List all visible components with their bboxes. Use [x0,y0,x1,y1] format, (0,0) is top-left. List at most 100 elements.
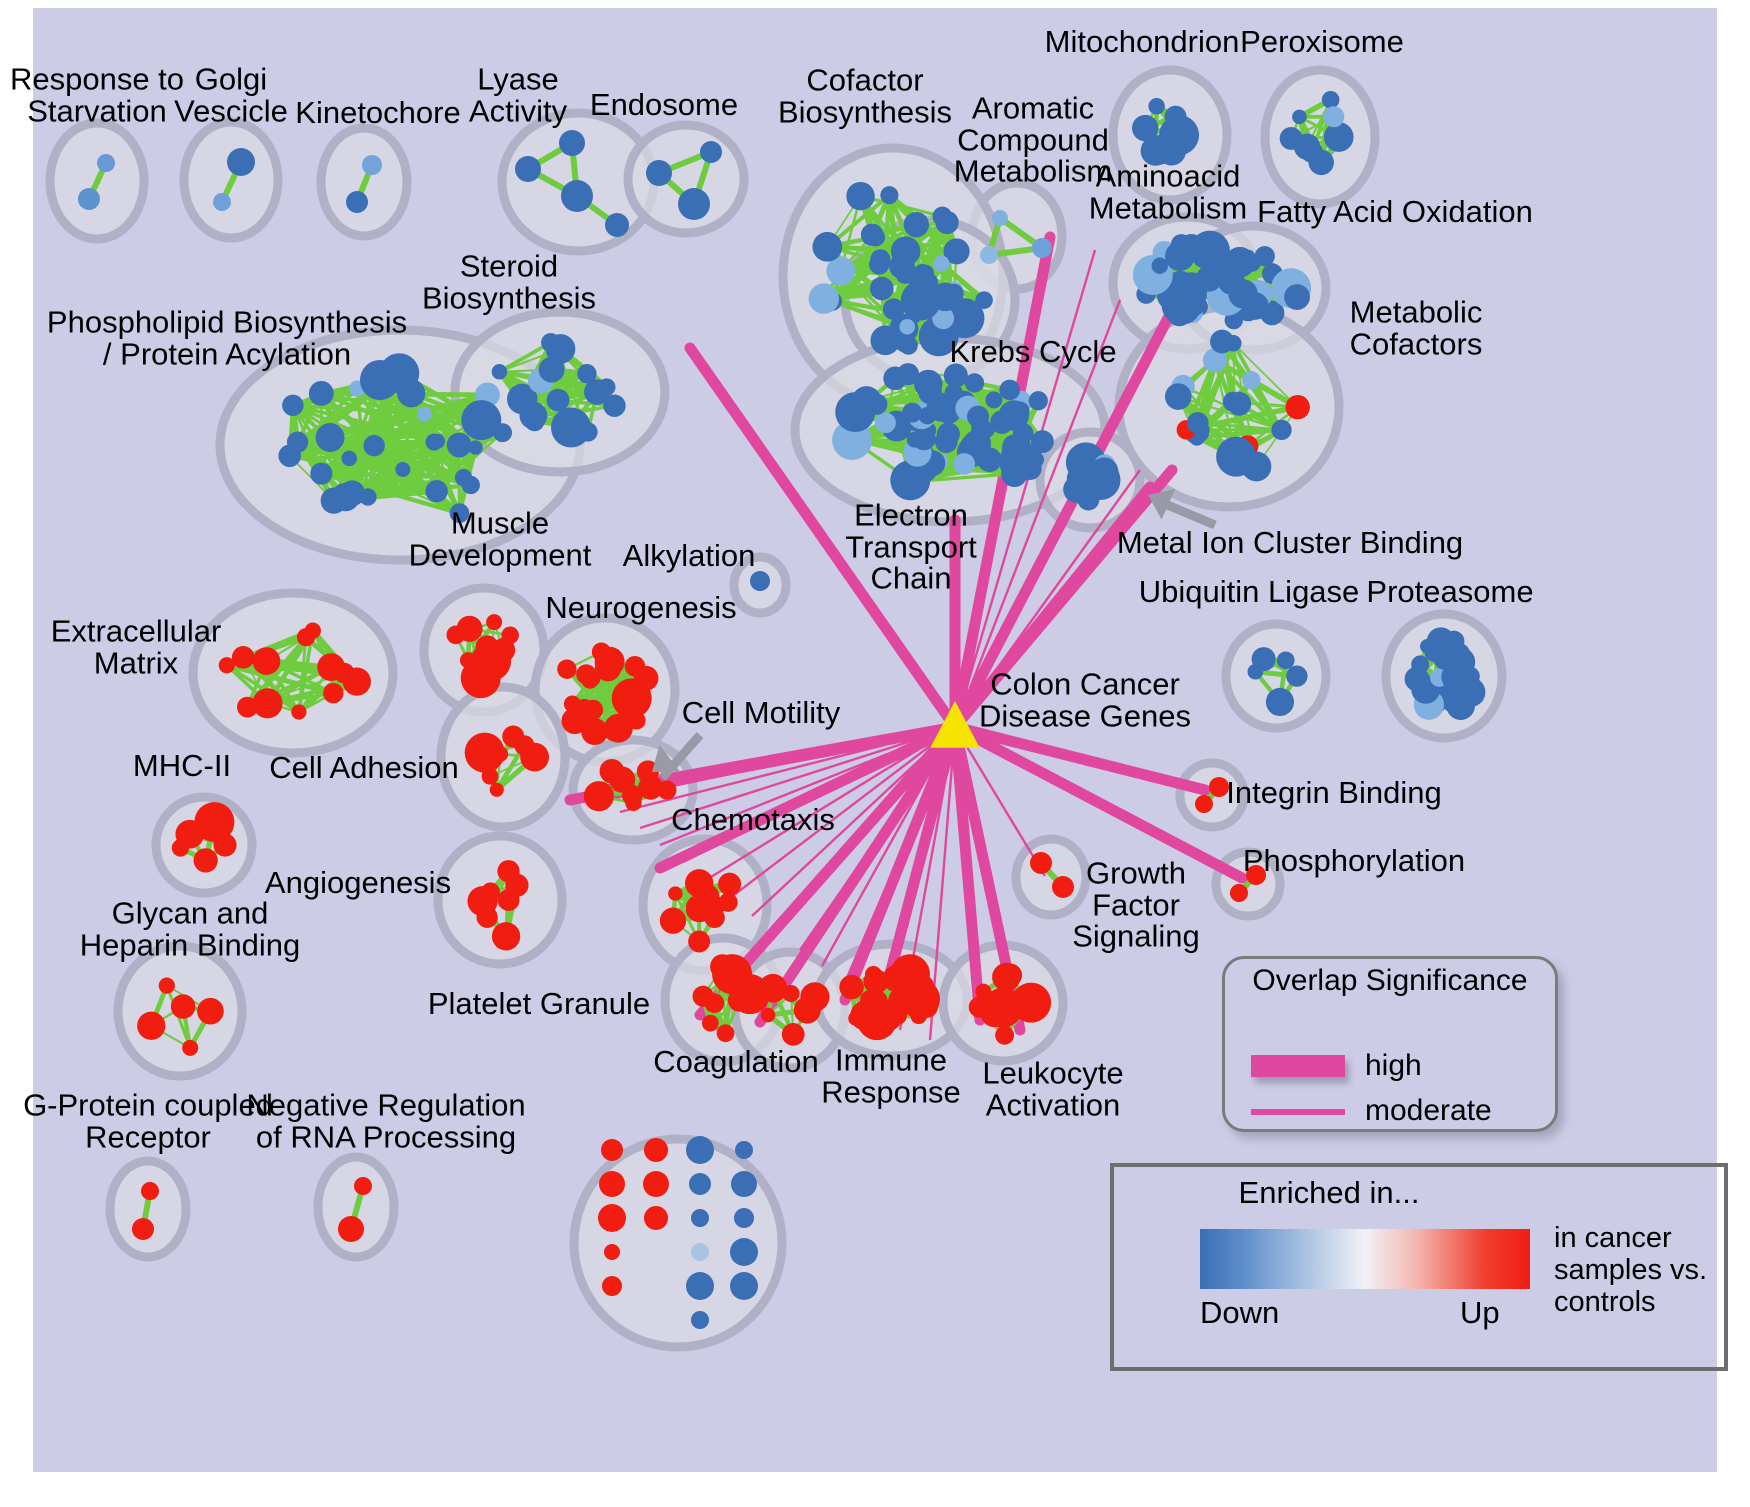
gene-node [1028,391,1048,411]
gene-node [320,487,347,514]
gene-node [514,735,535,756]
gene-node [1446,642,1471,667]
gene-node [1030,852,1052,874]
gene-node [800,982,830,1012]
gene-node [1286,665,1308,687]
gene-node [1013,423,1034,444]
gene-node [890,460,931,501]
gene-node [605,213,629,237]
gene-node [315,423,345,452]
gene-node [914,994,939,1019]
gene-node [668,886,683,901]
gene-node [291,704,307,720]
gene-node [506,383,538,415]
gene-node [678,188,710,220]
gene-node [1131,114,1159,142]
gene-node [975,983,992,1000]
gene-node [323,682,344,704]
cluster-hull [569,1134,787,1352]
gene-node [943,283,964,304]
gene-node [310,462,333,485]
overlap-significance-legend: Overlap Significance high moderate [1222,956,1558,1132]
enrichment-up-label: Up [1460,1295,1500,1330]
gene-node [1411,655,1430,674]
gene-node [584,670,601,687]
gene-node [808,283,840,314]
gene-node [999,379,1021,401]
overlap-legend-title: Overlap Significance [1252,964,1528,997]
hub-link-moderate [799,726,956,951]
gene-node [896,363,920,386]
gene-node [730,1238,758,1266]
gene-node [194,802,235,843]
gene-node [346,191,368,213]
annotation-arrow-head [1148,488,1176,520]
gene-edge [921,472,1015,483]
hub-node-triangle[interactable] [930,701,980,748]
gene-node [691,1243,709,1261]
gene-node [449,503,470,524]
gene-node [863,969,889,994]
gene-node [342,667,371,696]
gene-node [975,291,993,309]
gene-node [1209,777,1229,797]
gene-node [1254,246,1275,267]
gene-node [839,974,864,1000]
gene-node [1030,430,1054,454]
gene-node [425,433,443,451]
gene-node [1001,460,1028,487]
gene-node [866,227,885,247]
gene-node [848,1010,864,1026]
gene-node [1455,677,1486,708]
gene-node [700,141,722,163]
gene-node [304,622,321,639]
gene-node [1285,394,1310,420]
annotation-arrow-layer [652,488,1217,781]
gene-node [137,1011,166,1040]
hub-link-moderate [619,725,956,814]
gene-node [1242,371,1261,390]
gene-node [701,1014,719,1032]
hub-link-moderate [639,725,956,830]
gene-node [782,984,800,1003]
gene-node [1279,126,1303,150]
gene-node [464,732,505,773]
gene-node [581,718,609,746]
gene-node [158,977,175,994]
gene-node [880,186,899,205]
gene-node [395,461,411,477]
overlap-moderate-label: moderate [1365,1094,1492,1127]
gene-node [132,1218,154,1240]
gene-node [286,431,309,453]
gene-node [944,298,985,339]
gene-node [454,468,473,487]
gene-node [197,997,224,1025]
gene-node [968,996,990,1018]
gene-edge [939,261,986,303]
gene-node [546,388,570,412]
gene-node [561,707,588,735]
gene-node [918,380,943,405]
gene-node [1164,383,1192,410]
gene-node [686,1272,714,1300]
gene-node [932,206,953,227]
gene-node [491,922,521,951]
gene-node [317,653,346,682]
overlap-moderate-swatch [1251,1109,1345,1115]
gene-node [992,210,1008,226]
gene-edge [498,341,552,374]
gene-node [731,1171,757,1197]
gene-node [826,256,856,286]
gene-node [237,696,258,718]
gene-node [501,626,519,645]
gene-node [545,334,576,364]
hub-link-moderate [705,725,956,882]
gene-node [218,657,235,674]
gene-edge [292,403,439,443]
gene-node [999,963,1023,987]
gene-node [716,1024,735,1043]
gene-node [598,378,616,396]
gene-node [874,412,896,434]
hub-link-moderate [953,299,1122,728]
gene-node [689,1173,711,1195]
